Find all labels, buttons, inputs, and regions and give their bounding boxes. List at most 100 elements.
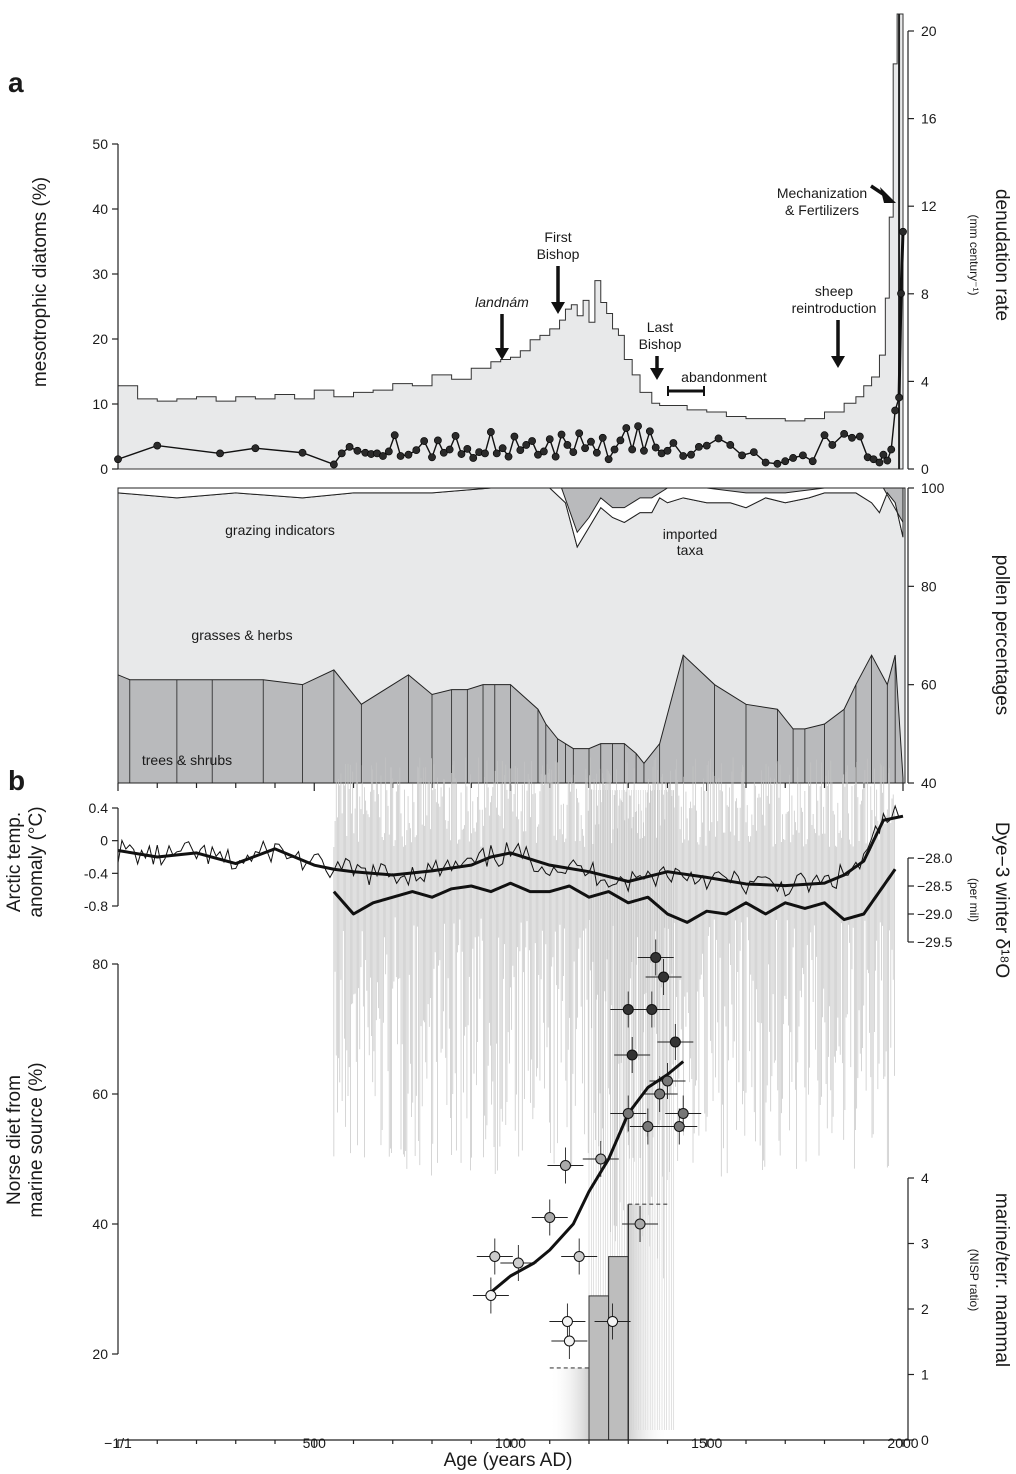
diatom-point — [329, 460, 338, 469]
diatom-point — [869, 455, 878, 464]
diatom-point — [516, 446, 525, 455]
right-tick-label: 12 — [921, 198, 937, 214]
temp-axis-title-2: anomaly (°C) — [26, 806, 47, 917]
pollen-frame — [117, 487, 906, 784]
diet-tick-label: 20 — [92, 1346, 108, 1362]
diatom-point — [891, 406, 900, 415]
diet-point — [573, 1251, 585, 1262]
diatom-point — [498, 444, 507, 453]
diet-tick-label: 40 — [92, 1216, 108, 1232]
temp-tick-label: 0 — [100, 833, 108, 849]
diatom-point — [522, 441, 531, 449]
left-tick-label: 30 — [92, 266, 108, 282]
diatom-point — [563, 441, 572, 449]
diatom-point — [634, 422, 642, 430]
annotation-imported-1: imported — [663, 526, 717, 542]
right-tick-label: 16 — [921, 111, 937, 127]
diatom-point — [337, 449, 346, 458]
diatom-point — [469, 454, 478, 462]
diatom-point — [610, 445, 619, 454]
denudation-rate-steps — [117, 13, 904, 470]
left-tick-label: 50 — [92, 136, 108, 152]
diatom-point — [451, 431, 460, 440]
diatom-point — [575, 429, 584, 438]
diatom-point — [651, 443, 660, 452]
diatom-point — [412, 446, 421, 455]
diatom-point — [897, 289, 905, 298]
diatom-point — [828, 441, 837, 449]
mechanization-arrow-head — [880, 187, 896, 203]
panel-a-pollen: 40 60 80 100 pollen percentages — [117, 480, 1012, 791]
diatom-point — [616, 436, 625, 445]
nisp-tick-label: 4 — [921, 1170, 929, 1186]
diet-point — [622, 1108, 634, 1119]
right-tick-label: 8 — [921, 286, 929, 302]
diatom-point — [428, 453, 436, 462]
diet-point — [654, 1088, 666, 1100]
diatom-point — [298, 448, 307, 457]
dye3-axis-title: Dye−3 winter δ¹⁸O — [991, 822, 1012, 978]
diatom-point — [433, 436, 442, 445]
right-tick-label: 4 — [921, 373, 929, 389]
diatom-point — [645, 427, 654, 436]
diatom-point — [534, 450, 542, 459]
nisp-bar — [608, 1256, 629, 1441]
nisp-tick-label: 2 — [921, 1301, 929, 1317]
first-bishop-arrow-head — [551, 302, 565, 314]
temp-tick-label: 0.4 — [89, 800, 109, 816]
nisp-tick-label: 0 — [921, 1432, 929, 1448]
diatom-point — [390, 431, 399, 440]
diet-trend-line — [485, 1060, 685, 1297]
diet-point — [677, 1108, 689, 1119]
diatom-point — [879, 450, 888, 459]
diatom-point — [820, 431, 829, 440]
diet-point — [622, 1004, 634, 1015]
diatom-point — [622, 424, 631, 432]
imported-taxa-area — [117, 487, 904, 549]
diatom-point — [789, 454, 797, 462]
dye3-tick-label: −28.0 — [917, 850, 953, 866]
diet-point — [512, 1257, 524, 1269]
diatom-point — [669, 439, 678, 447]
diatom-point — [114, 455, 122, 464]
diatom-point — [557, 430, 566, 439]
diatom-point — [749, 448, 758, 456]
diet-point — [563, 1335, 575, 1347]
diatom-point — [379, 452, 387, 460]
annotation-grazing: grazing indicators — [225, 522, 335, 538]
diatom-point — [592, 448, 601, 457]
dye3-axis-unit: (per mil) — [967, 878, 981, 922]
dye3-tick-label: −28.5 — [917, 878, 953, 894]
diatom-point — [545, 435, 554, 443]
diet-point — [634, 1218, 646, 1230]
dye3-smoothed-line — [332, 868, 897, 924]
diatom-point — [463, 444, 472, 453]
landnam-arrow-head — [495, 348, 509, 360]
diet-tick-label: 60 — [92, 1086, 108, 1102]
diatom-point — [687, 450, 695, 459]
diet-point — [673, 1121, 685, 1132]
diatom-point — [799, 451, 807, 460]
diatom-point — [808, 457, 817, 466]
nisp-tick-label: 3 — [921, 1236, 929, 1252]
diatom-point — [581, 444, 589, 453]
annotation-grasses: grasses & herbs — [191, 627, 292, 643]
right-tick-label: 0 — [921, 461, 929, 477]
panel-label-a: a — [8, 67, 24, 98]
diatom-point — [439, 448, 448, 457]
diatom-point — [663, 446, 672, 455]
nisp-tick-label: 1 — [921, 1367, 929, 1383]
x-tick-label: 1500 — [691, 1435, 722, 1451]
diatom-point — [353, 446, 362, 455]
diatom-point — [848, 433, 856, 442]
pollen-tick-label: 80 — [921, 578, 937, 594]
panel-label-b: b — [8, 765, 25, 796]
diet-point — [650, 952, 662, 963]
x-tick-label: 1000 — [495, 1435, 526, 1451]
annotation-sheep-2: reintroduction — [792, 300, 877, 316]
diatom-point — [640, 446, 648, 455]
diet-axis-title-1: Norse diet from — [4, 1075, 25, 1205]
diatom-point — [895, 393, 903, 402]
right-tick-label: 20 — [921, 23, 937, 39]
